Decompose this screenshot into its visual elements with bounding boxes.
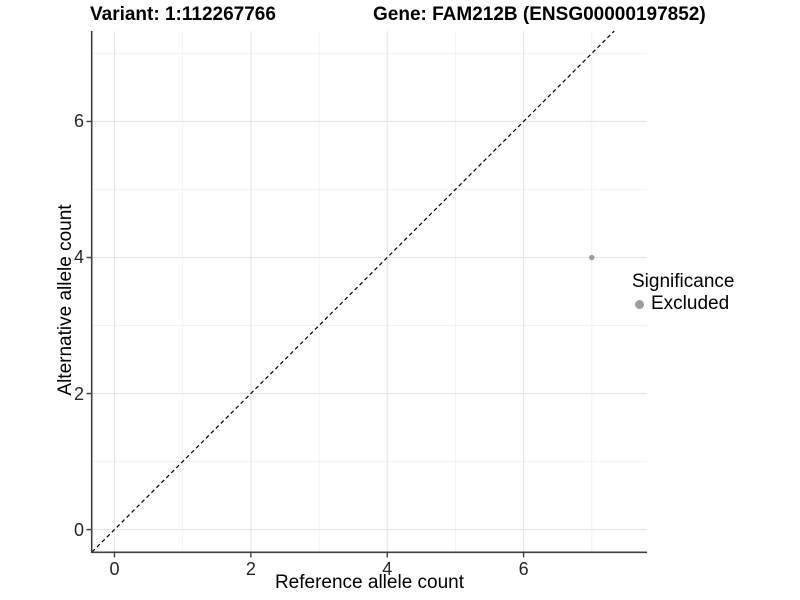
plot-panel (86, 30, 647, 558)
legend-marker-dot-icon (635, 299, 644, 309)
plot-title-variant: Variant: 1:112267766 (90, 4, 276, 25)
y-axis-label: Alternative allele count (55, 204, 76, 396)
legend-item-label: Excluded (651, 293, 730, 314)
data-point (589, 254, 595, 261)
legend-title: Significance (632, 271, 735, 292)
plot-title-gene: Gene: FAM212B (ENSG00000197852) (373, 4, 706, 25)
legend-item-excluded: Excluded (632, 293, 734, 315)
x-axis-label: Reference allele count (274, 572, 465, 593)
legend: Significance Excluded (632, 270, 734, 315)
identity-line (91, 30, 615, 553)
y-tick-label: 0 (73, 519, 84, 540)
plot-area-svg (86, 30, 647, 558)
y-tick-label: 6 (73, 111, 84, 132)
